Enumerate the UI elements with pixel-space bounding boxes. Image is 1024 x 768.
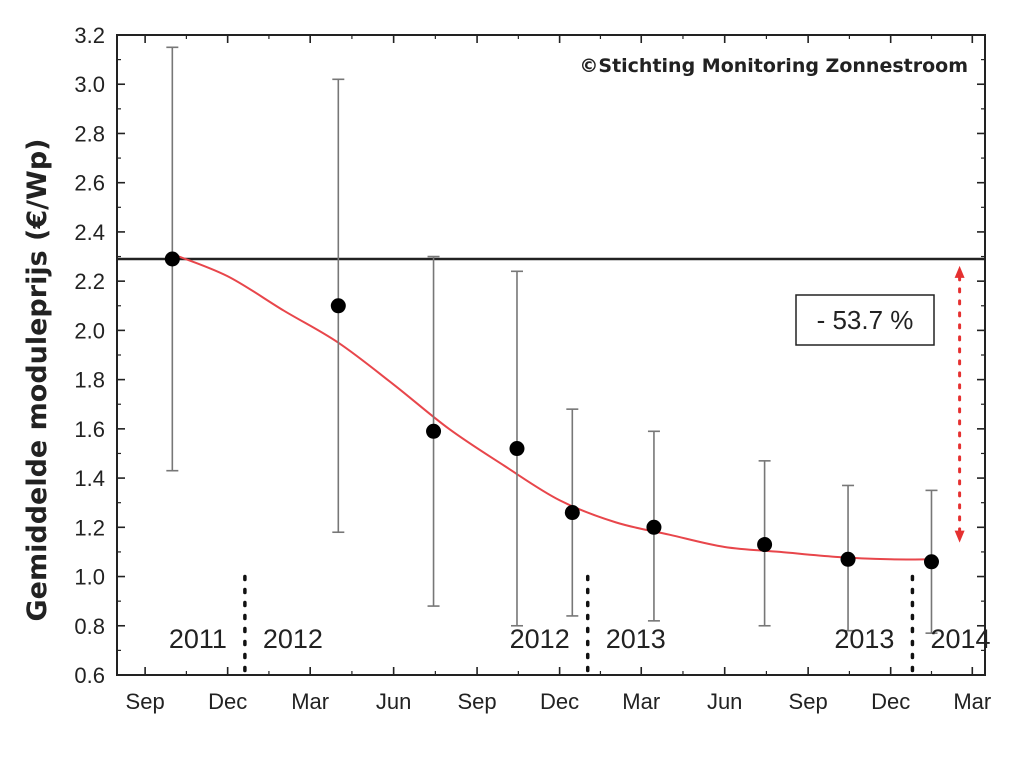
- data-point: [509, 441, 525, 457]
- y-tick-label: 1.6: [74, 417, 105, 442]
- x-axis: Sep Dec Mar Jun Sep Dec Mar Jun Sep Dec Mar: [126, 35, 991, 714]
- data-point: [757, 537, 773, 553]
- x-tick-label: Mar: [291, 689, 329, 714]
- reduction-arrow-head-up: [954, 265, 965, 278]
- y-tick-label: 2.6: [74, 171, 105, 196]
- x-tick-label: Jun: [376, 689, 411, 714]
- reduction-box: - 53.7 %: [795, 294, 935, 346]
- y-tick-label: 3.0: [74, 72, 105, 97]
- year-boundary-layer: 2011 2012 2012 2013 2013 2014: [169, 574, 991, 673]
- plot-frame-layer: [116, 34, 986, 676]
- y-axis: 0.6 0.8 1.0 1.2 1.4 1.6 1.8 2.0 2.2 2.4 2.6 2.8 3.0 3…: [74, 23, 985, 688]
- data-point: [164, 251, 180, 267]
- y-tick-label: 0.8: [74, 614, 105, 639]
- data-point: [330, 298, 346, 314]
- x-tick-label: Sep: [458, 689, 497, 714]
- data-point: [840, 551, 856, 567]
- y-tick-label: 2.2: [74, 269, 105, 294]
- y-tick-label: 0.6: [74, 663, 105, 688]
- reduction-arrow-head-down: [954, 530, 965, 543]
- data-point: [923, 554, 939, 570]
- plot-frame: [116, 34, 986, 676]
- data-point: [564, 505, 580, 521]
- point-layer: [164, 251, 939, 570]
- year-label: 2011: [169, 624, 227, 654]
- data-point: [426, 423, 442, 439]
- x-tick-label: Sep: [126, 689, 165, 714]
- y-tick-label: 2.0: [74, 318, 105, 343]
- reduction-label: - 53.7 %: [817, 305, 914, 335]
- y-tick-label: 1.8: [74, 368, 105, 393]
- x-tick-label: Dec: [208, 689, 247, 714]
- y-tick-label: 1.0: [74, 565, 105, 590]
- y-tick-label: 2.4: [74, 220, 105, 245]
- year-label: 2012: [263, 624, 323, 654]
- y-tick-label: 1.4: [74, 466, 105, 491]
- fit-curve: [171, 253, 932, 561]
- arrow-layer: [954, 265, 965, 543]
- y-tick-label: 1.2: [74, 515, 105, 540]
- y-axis-title: Gemiddelde moduleprijs (€/Wp): [22, 139, 53, 622]
- x-tick-label: Sep: [789, 689, 828, 714]
- reduction-box-frame: [795, 294, 935, 346]
- x-tick-label: Mar: [953, 689, 991, 714]
- fit-layer: [171, 253, 932, 561]
- x-tick-label: Dec: [871, 689, 910, 714]
- y-tick-label: 3.2: [74, 23, 105, 48]
- year-label: 2013: [606, 624, 666, 654]
- data-point: [646, 519, 662, 535]
- year-label: 2014: [930, 624, 990, 654]
- x-tick-label: Jun: [707, 689, 742, 714]
- x-tick-label: Dec: [540, 689, 579, 714]
- year-label: 2012: [510, 624, 570, 654]
- year-label: 2013: [834, 624, 894, 654]
- y-tick-label: 2.8: [74, 121, 105, 146]
- copyright-credit: ©Stichting Monitoring Zonnestroom: [579, 55, 968, 77]
- x-tick-label: Mar: [622, 689, 660, 714]
